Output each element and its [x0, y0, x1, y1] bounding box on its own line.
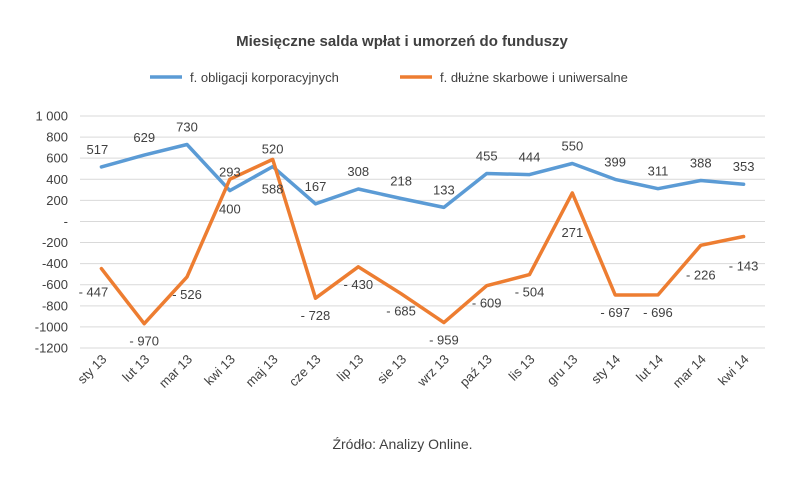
- data-label: 730: [176, 119, 198, 134]
- line-chart: Miesięczne salda wpłat i umorzeń do fund…: [35, 33, 765, 391]
- data-label: 520: [262, 142, 284, 157]
- source-note: Źródło: Analizy Online.: [332, 436, 473, 452]
- y-axis: 1 000800600400200--200-400-600-800-1000-…: [35, 109, 68, 356]
- data-label: 455: [476, 148, 498, 163]
- data-label: - 970: [129, 334, 159, 349]
- x-axis: sty 13 lut 13 mar 13 kwi 13 maj 13 cze 13 lip …: [74, 352, 751, 391]
- data-label: 353: [733, 159, 755, 174]
- data-label: 133: [433, 182, 455, 197]
- data-label: - 143: [729, 259, 759, 274]
- data-label: 629: [133, 130, 155, 145]
- x-tick-label: gru 13: [544, 352, 581, 389]
- data-label: 550: [561, 138, 583, 153]
- data-label: 271: [561, 225, 583, 240]
- x-tick-label: cze 13: [286, 352, 324, 390]
- y-tick-label: -200: [42, 235, 68, 250]
- data-label: - 447: [79, 285, 109, 300]
- x-tick-label: wrz 13: [414, 352, 452, 390]
- data-label: 388: [690, 156, 712, 171]
- legend: f. obligacji korporacyjnych f. dłużne sk…: [150, 70, 628, 85]
- y-tick-label: 400: [46, 172, 68, 187]
- y-tick-label: -: [64, 214, 68, 229]
- legend-label-treasury: f. dłużne skarbowe i uniwersalne: [440, 70, 628, 85]
- data-label: - 696: [643, 305, 673, 320]
- y-tick-label: -600: [42, 277, 68, 292]
- y-tick-label: 1 000: [35, 109, 68, 124]
- y-tick-label: -1000: [35, 319, 68, 334]
- data-label: - 685: [386, 304, 416, 319]
- x-tick-label: sty 13: [74, 352, 109, 387]
- data-label: 308: [347, 164, 369, 179]
- x-tick-label: mar 14: [670, 352, 709, 391]
- x-tick-label: sty 14: [588, 352, 623, 387]
- data-label: 444: [519, 150, 541, 165]
- data-label: - 959: [429, 333, 459, 348]
- series-line-0: [99, 142, 746, 210]
- x-tick-label: kwi 13: [201, 352, 238, 389]
- data-label: 167: [305, 179, 327, 194]
- y-tick-label: -400: [42, 256, 68, 271]
- x-tick-label: lip 13: [334, 352, 367, 385]
- data-label: 399: [604, 154, 626, 169]
- legend-label-corporate: f. obligacji korporacyjnych: [190, 70, 339, 85]
- x-tick-label: maj 13: [243, 352, 281, 390]
- y-tick-label: 800: [46, 130, 68, 145]
- data-label: 218: [390, 173, 412, 188]
- x-tick-label: lut 14: [633, 352, 666, 385]
- data-label: 293: [219, 165, 241, 180]
- y-tick-label: -1200: [35, 341, 68, 356]
- data-label: - 697: [600, 305, 630, 320]
- chart-title: Miesięczne salda wpłat i umorzeń do fund…: [236, 33, 568, 50]
- x-tick-label: paź 13: [457, 352, 495, 390]
- x-tick-label: kwi 14: [715, 352, 752, 389]
- data-label: - 526: [172, 287, 202, 302]
- data-label: 311: [648, 164, 669, 179]
- data-label: - 226: [686, 267, 716, 282]
- series-line-1: [99, 157, 746, 326]
- data-label: 588: [262, 181, 284, 196]
- series-lines: [99, 142, 746, 326]
- data-labels: 517 629 730 293 520 167 308 218 133 455 444 550 399 3…: [79, 119, 759, 348]
- x-tick-label: mar 13: [156, 352, 195, 391]
- y-tick-label: 200: [46, 193, 68, 208]
- y-tick-label: -800: [42, 298, 68, 313]
- data-label: 400: [219, 201, 241, 216]
- x-tick-label: lis 13: [506, 352, 538, 384]
- data-label: - 430: [343, 277, 373, 292]
- x-tick-label: lut 13: [119, 352, 152, 385]
- y-tick-label: 600: [46, 151, 68, 166]
- data-label: - 609: [472, 296, 502, 311]
- gridlines: [80, 115, 765, 349]
- data-label: 517: [87, 142, 109, 157]
- data-label: - 728: [301, 308, 331, 323]
- data-label: - 504: [515, 285, 545, 300]
- x-tick-label: sie 13: [374, 352, 409, 387]
